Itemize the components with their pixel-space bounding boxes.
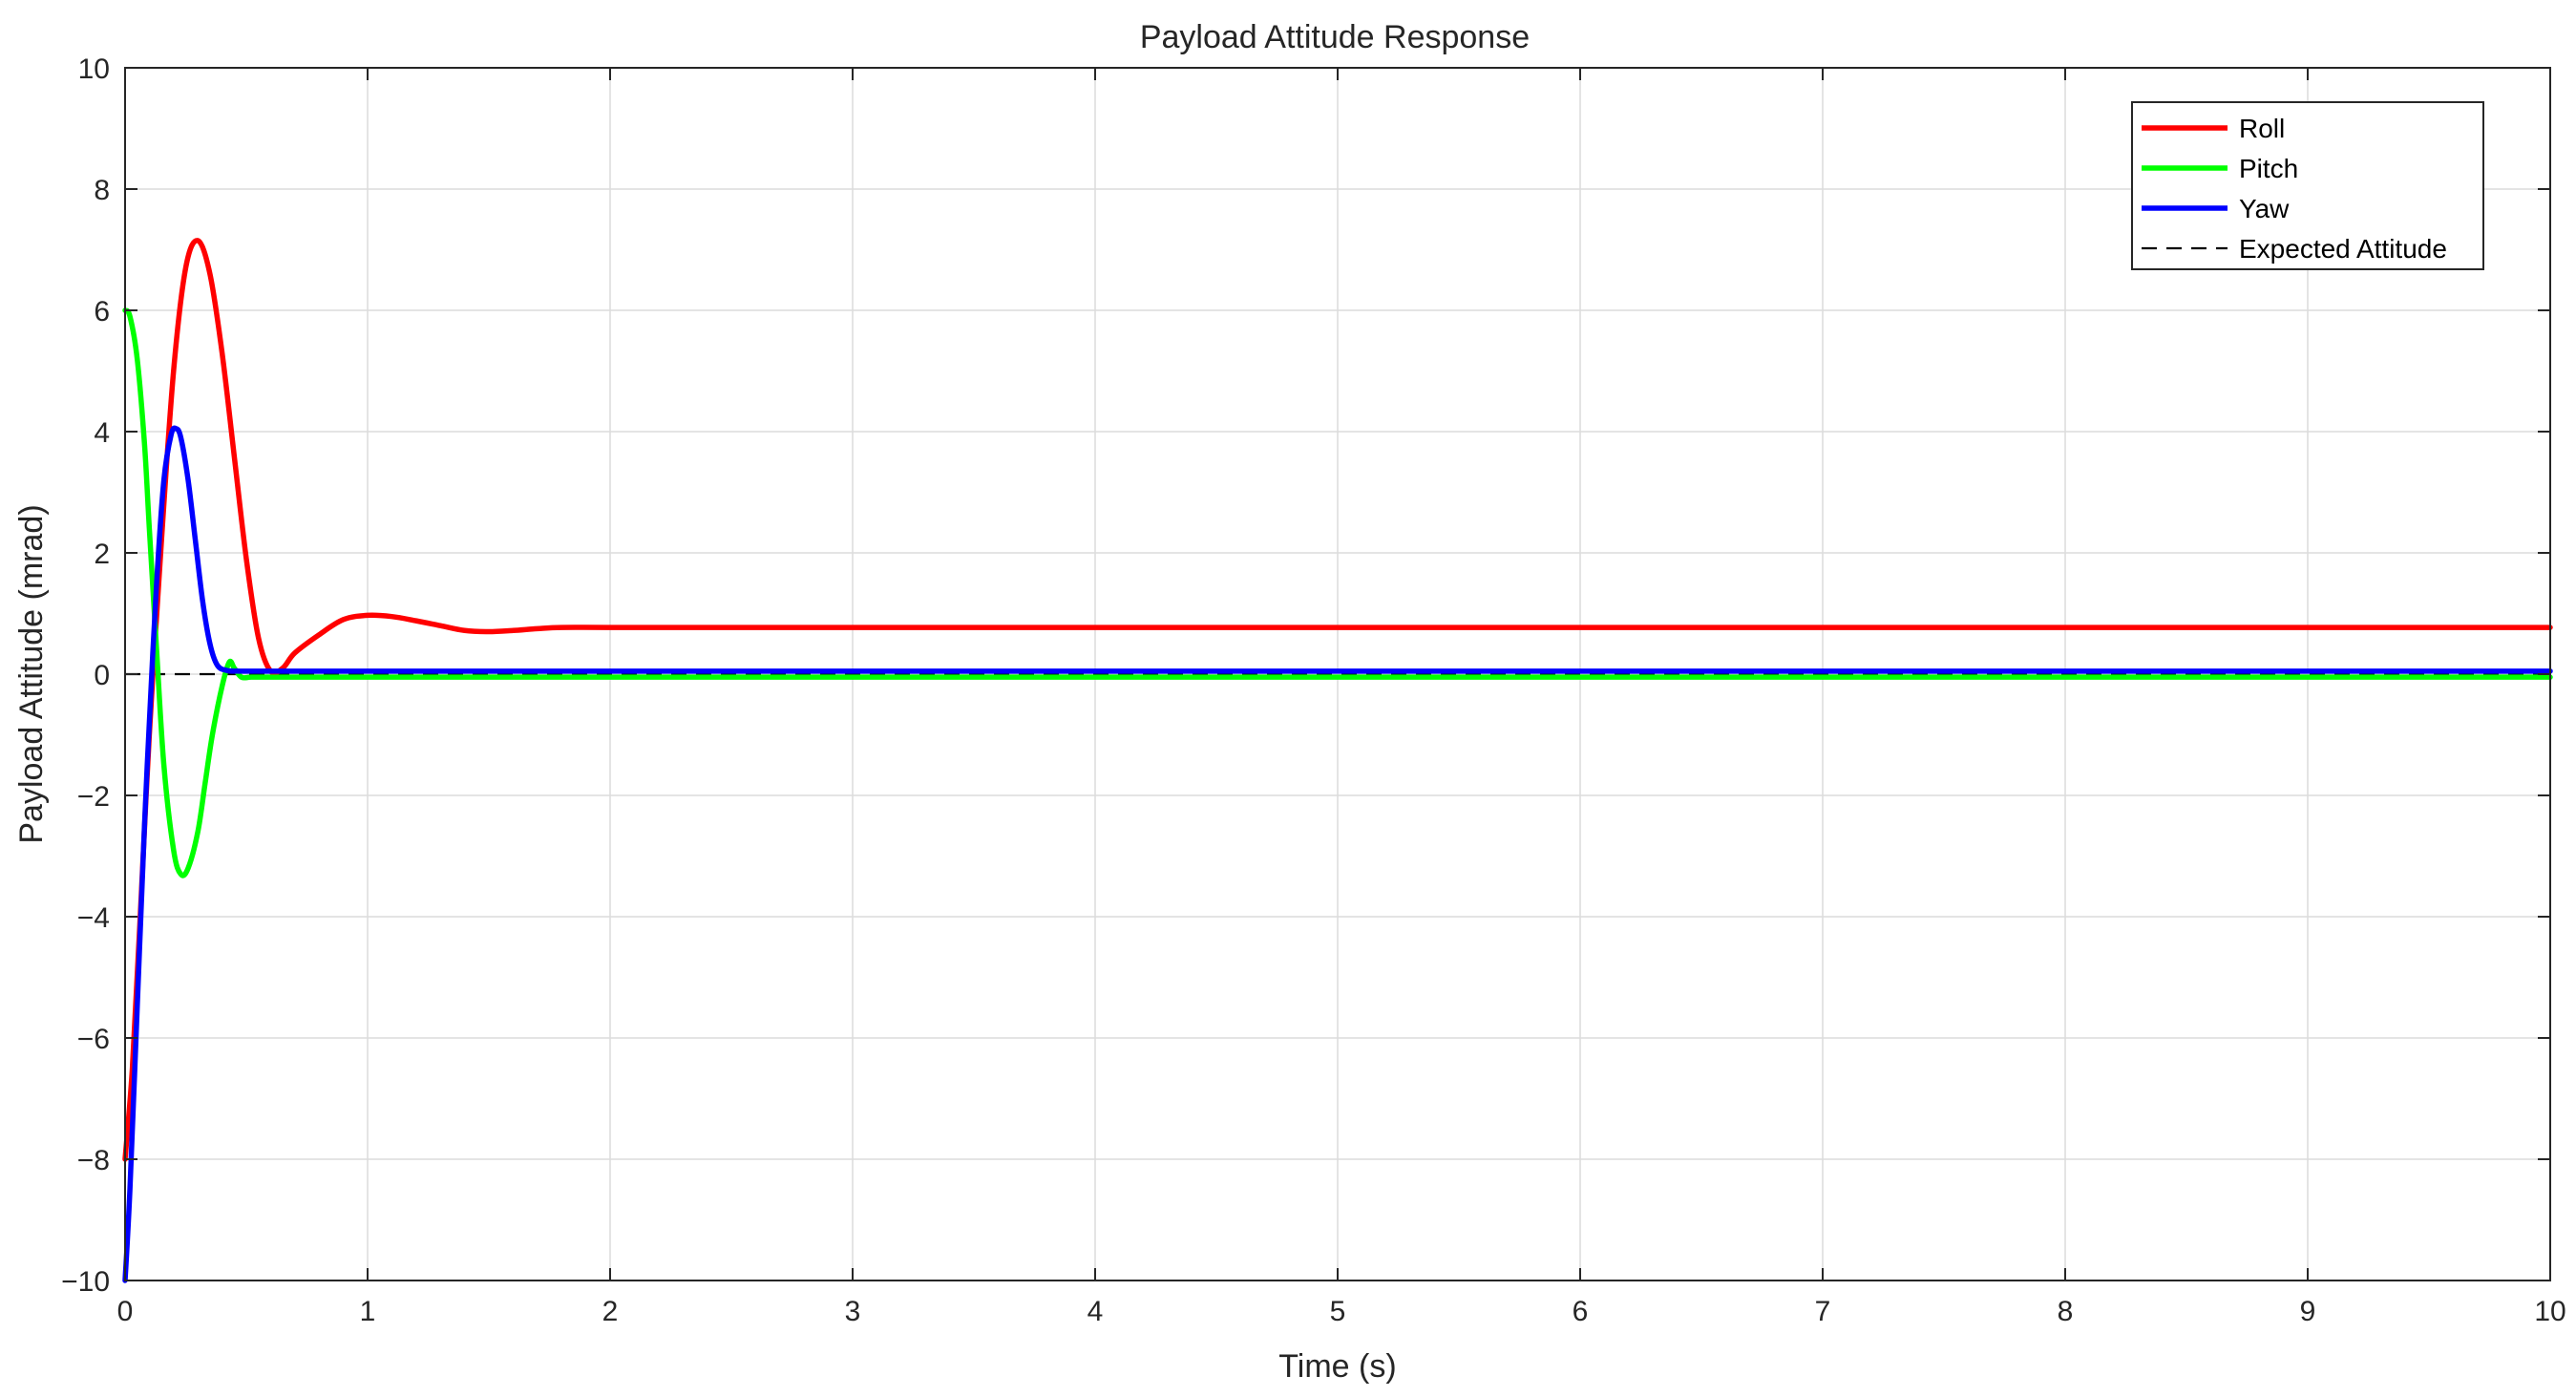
y-tick-label: 8 (94, 175, 110, 206)
chart-title: Payload Attitude Response (1140, 19, 1530, 55)
y-tick-label: −8 (77, 1145, 110, 1176)
x-tick-label: 9 (2300, 1296, 2316, 1327)
x-tick-label: 7 (1815, 1296, 1831, 1327)
x-tick-label: 3 (845, 1296, 861, 1327)
y-tick-label: −4 (77, 902, 110, 934)
y-tick-label: 4 (94, 417, 110, 449)
y-tick-label: 6 (94, 296, 110, 328)
y-tick-label: −10 (61, 1266, 110, 1298)
x-axis-label: Time (s) (1278, 1348, 1396, 1385)
legend-entries: Roll Pitch Yaw Expected Attitude (2142, 114, 2447, 264)
y-tick-label: −6 (77, 1024, 110, 1055)
x-tick-label: 4 (1087, 1296, 1104, 1327)
y-tick-label: −2 (77, 781, 110, 813)
x-tick-label: 6 (1573, 1296, 1589, 1327)
y-tick-label: 0 (94, 660, 110, 691)
x-tick-label: 5 (1330, 1296, 1346, 1327)
legend-label: Yaw (2239, 194, 2290, 223)
legend-label: Pitch (2239, 154, 2298, 183)
series-lines (122, 238, 2553, 1283)
x-tick-label: 10 (2534, 1296, 2565, 1327)
y-tick-label: 10 (78, 53, 110, 85)
y-axis-label: Payload Attitude (mrad) (13, 504, 50, 843)
y-tick-label: 2 (94, 539, 110, 570)
x-tick-label: 0 (117, 1296, 134, 1327)
x-tick-label: 1 (360, 1296, 376, 1327)
x-tick-label: 8 (2058, 1296, 2074, 1327)
legend: Roll Pitch Yaw Expected Attitude (2131, 101, 2484, 270)
series-line-yaw (122, 425, 2553, 1283)
legend-label: Expected Attitude (2239, 234, 2447, 264)
ticks: 0 1 2 3 4 5 6 7 8 9 10 −10 −8 −6 −4 −2 0 2 4 6 8 10 (61, 53, 2566, 1327)
series-line-roll (122, 238, 2553, 1162)
legend-label: Roll (2239, 114, 2285, 143)
x-tick-label: 2 (602, 1296, 619, 1327)
series-line-pitch (122, 307, 2553, 878)
